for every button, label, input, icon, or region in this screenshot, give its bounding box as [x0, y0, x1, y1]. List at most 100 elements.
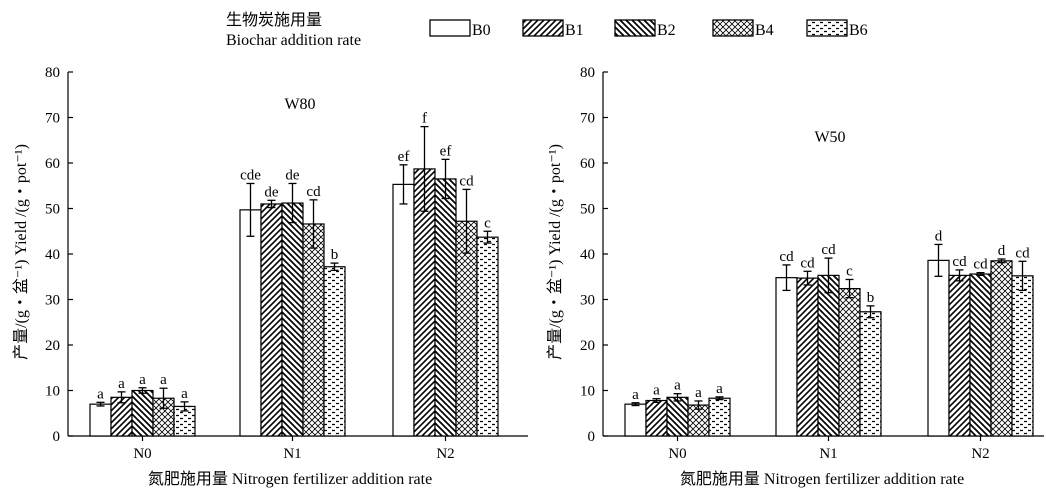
bar-b0-n0 [89, 403, 112, 437]
bar-b0-n2 [392, 183, 415, 437]
bar-b1-n1 [260, 203, 283, 437]
bar-b6-n1 [323, 266, 346, 437]
bar-b0-n1 [775, 277, 798, 437]
bar-b6-n0 [708, 397, 731, 437]
y-tick-label: 80 [45, 65, 60, 81]
legend-swatch [614, 19, 656, 37]
significance-label: ef [398, 149, 410, 165]
x-tick-label: N0 [668, 446, 686, 462]
bar-b0-n1 [239, 209, 262, 437]
significance-label: a [118, 376, 125, 392]
y-tick-label: 40 [45, 247, 60, 263]
y-tick-label: 60 [45, 156, 60, 172]
significance-label: cde [240, 167, 261, 183]
y-tick-label: 80 [580, 65, 595, 81]
significance-label: a [695, 385, 702, 401]
significance-label: cd [952, 254, 967, 270]
significance-label: cd [821, 242, 836, 258]
significance-label: de [285, 167, 300, 183]
significance-label: a [139, 372, 146, 388]
legend-item-b2: B2 [614, 19, 676, 39]
x-tick-label: N1 [819, 446, 837, 462]
legend-swatch [712, 19, 754, 37]
significance-label: a [97, 386, 104, 402]
legend-item-b6: B6 [806, 19, 868, 39]
significance-label: c [846, 263, 853, 279]
x-tick-label: N0 [133, 446, 151, 462]
legend-item-b1: B1 [522, 19, 584, 39]
bar-b1-n1 [796, 277, 819, 437]
bar-b2-n1 [817, 274, 840, 437]
bar-b6-n2 [1011, 275, 1034, 437]
significance-label: d [998, 243, 1006, 259]
bar-b0-n2 [927, 259, 950, 437]
legend-item-b0: B0 [429, 19, 491, 39]
legend-label: B0 [472, 22, 491, 39]
significance-label: b [331, 247, 339, 263]
significance-label: cd [973, 257, 988, 273]
significance-label: cd [1015, 245, 1030, 261]
bar-b2-n1 [281, 202, 304, 437]
y-tick-label: 30 [580, 293, 595, 309]
bar-b4-n1 [838, 287, 861, 437]
y-axis-label: 产量/(g・盆⁻¹) Yield /(g・pot⁻¹) [546, 144, 564, 360]
x-tick-label: N2 [971, 446, 989, 462]
legend: 生物炭施用量 Biochar addition rate B0 B1 B2 B4 B6 [226, 11, 868, 49]
significance-label: a [160, 372, 167, 388]
y-tick-label: 70 [580, 111, 595, 127]
x-tick-label: N1 [283, 446, 301, 462]
panel-title: W80 [284, 96, 315, 113]
bar-b2-n0 [666, 396, 689, 437]
legend-title-en: Biochar addition rate [226, 32, 361, 49]
x-axis-label: 氮肥施用量 Nitrogen fertilizer addition rate [148, 470, 432, 488]
y-tick-label: 40 [580, 247, 595, 263]
significance-label: c [484, 215, 491, 231]
bar-b2-n2 [969, 273, 992, 437]
significance-label: a [653, 383, 660, 399]
bar-b6-n1 [859, 311, 882, 437]
significance-label: de [264, 184, 279, 200]
legend-label: B4 [755, 22, 774, 39]
legend-label: B6 [849, 22, 868, 39]
significance-label: a [181, 386, 188, 402]
bar-b1-n2 [948, 274, 971, 437]
significance-label: cd [459, 173, 474, 189]
significance-label: ef [440, 143, 452, 159]
bar-b2-n0 [131, 389, 154, 437]
significance-label: a [632, 387, 639, 403]
y-tick-label: 60 [580, 156, 595, 172]
bar-b0-n0 [624, 403, 647, 437]
significance-label: cd [306, 184, 321, 200]
legend-item-b4: B4 [712, 19, 774, 39]
legend-label: B2 [657, 22, 676, 39]
x-tick-label: N2 [436, 446, 454, 462]
bar-b2-n2 [434, 178, 457, 437]
y-axis-label: 产量/(g・盆⁻¹) Yield /(g・pot⁻¹) [12, 144, 30, 360]
significance-label: f [422, 111, 427, 127]
bar-b1-n0 [645, 399, 668, 437]
legend-title-zh: 生物炭施用量 [226, 11, 322, 29]
significance-label: cd [800, 255, 815, 271]
legend-swatch [429, 19, 471, 37]
bar-b4-n1 [302, 223, 325, 437]
bar-b6-n2 [476, 236, 499, 437]
y-tick-label: 30 [45, 293, 60, 309]
significance-label: cd [779, 249, 794, 265]
legend-swatch [522, 19, 564, 37]
legend-swatch [806, 19, 848, 37]
significance-label: d [935, 228, 943, 244]
y-tick-label: 10 [580, 384, 595, 400]
y-tick-label: 0 [53, 429, 61, 445]
y-tick-label: 50 [580, 202, 595, 218]
significance-label: a [674, 378, 681, 394]
y-tick-label: 50 [45, 202, 60, 218]
y-tick-label: 0 [588, 429, 596, 445]
significance-label: b [867, 290, 875, 306]
bar-b4-n2 [990, 260, 1013, 437]
significance-label: a [716, 381, 723, 397]
panel-title: W50 [814, 129, 845, 146]
y-tick-label: 20 [45, 338, 60, 354]
